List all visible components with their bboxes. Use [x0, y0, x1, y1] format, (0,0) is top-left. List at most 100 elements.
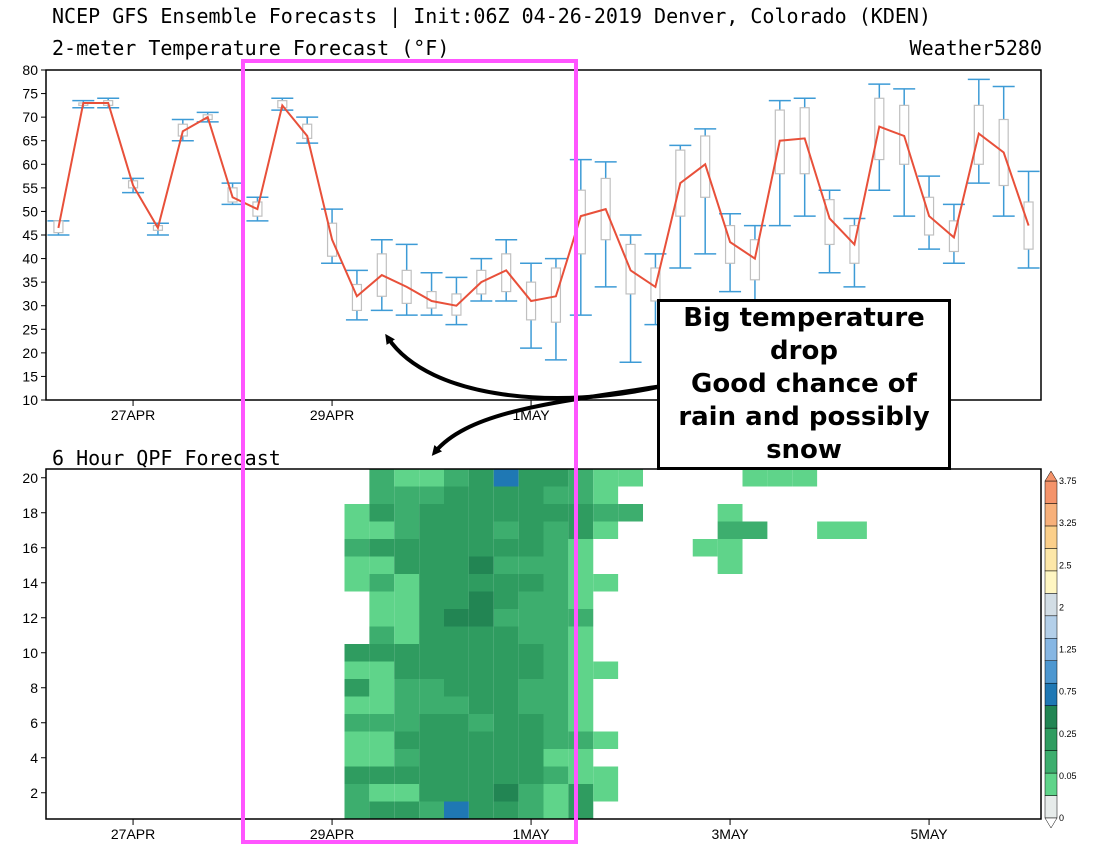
- qpf-cell: [493, 469, 519, 487]
- qpf-cell: [618, 469, 644, 487]
- qpf-cell: [468, 626, 494, 644]
- qpf-cell: [518, 556, 544, 574]
- qpf-cell: [593, 504, 619, 522]
- qpf-cell: [518, 521, 544, 539]
- qpf-cell: [518, 486, 544, 504]
- qpf-cell: [468, 749, 494, 767]
- qpf-cell: [444, 574, 469, 592]
- qpf-cell: [394, 679, 420, 697]
- qpf-cell: [419, 801, 445, 819]
- qpf-cell: [493, 766, 519, 784]
- qpf-cell: [493, 609, 519, 627]
- qpf-cell: [444, 469, 469, 487]
- qpf-cell: [518, 766, 544, 784]
- colorbar-bottom-arrow: [1044, 817, 1058, 829]
- qpf-cell: [369, 766, 395, 784]
- qpf-cell: [344, 784, 370, 802]
- box-plot-step: [569, 158, 592, 316]
- colorbar-top-arrow: [1044, 470, 1058, 482]
- qpf-cell: [593, 661, 619, 679]
- qpf-cell: [593, 521, 619, 539]
- colorbar-segment: [1044, 570, 1058, 594]
- median-line: [57, 102, 1030, 307]
- annotation-line-3: Good chance of: [691, 369, 917, 399]
- qpf-cell: [493, 749, 519, 767]
- qpf-cell: [444, 661, 469, 679]
- qpf-cell: [444, 766, 469, 784]
- qpf-cell: [518, 714, 544, 732]
- qpf-cell: [593, 766, 619, 784]
- qpf-cell: [493, 644, 519, 662]
- qpf-cell: [518, 469, 544, 487]
- qpf-cell: [369, 539, 395, 557]
- qpf-cell: [543, 626, 569, 644]
- qpf-cell: [468, 784, 494, 802]
- qpf-cell: [444, 714, 469, 732]
- qpf-cell: [419, 609, 445, 627]
- qpf-cell: [493, 574, 519, 592]
- qpf-cell: [394, 609, 420, 627]
- qpf-cell: [468, 591, 494, 609]
- qpf-cell: [444, 539, 469, 557]
- colorbar-segment: [1044, 480, 1058, 504]
- qpf-x-tick-label: 29APR: [310, 826, 354, 842]
- qpf-cell: [419, 679, 445, 697]
- qpf-cell: [344, 661, 370, 679]
- qpf-cell: [419, 731, 445, 749]
- qpf-cell: [543, 696, 569, 714]
- qpf-cell: [493, 731, 519, 749]
- qpf-cell: [593, 574, 619, 592]
- qpf-cell: [692, 539, 718, 557]
- y-tick-label: 25: [22, 321, 38, 337]
- qpf-cell: [394, 486, 420, 504]
- qpf-cell: [493, 679, 519, 697]
- annotation-callout: Big temperature drop Good chance of rain…: [657, 299, 951, 470]
- qpf-cell: [767, 469, 793, 487]
- qpf-cell: [468, 521, 494, 539]
- qpf-cell: [468, 469, 494, 487]
- qpf-cell: [468, 731, 494, 749]
- qpf-cell: [369, 661, 395, 679]
- qpf-cell: [419, 661, 445, 679]
- qpf-cell: [419, 591, 445, 609]
- qpf-cell: [593, 469, 619, 487]
- callout-arrows: [385, 333, 663, 456]
- qpf-cell: [369, 556, 395, 574]
- qpf-cell: [493, 521, 519, 539]
- y-tick-label: 55: [22, 180, 38, 196]
- qpf-cell: [468, 539, 494, 557]
- qpf-cell: [444, 521, 469, 539]
- colorbar-segment: [1044, 548, 1058, 572]
- box-plot-step: [495, 238, 518, 302]
- qpf-cell: [344, 766, 370, 784]
- qpf-cell: [518, 539, 544, 557]
- qpf-y-tick-label: 20: [22, 470, 38, 486]
- qpf-x-tick-label: 27APR: [111, 826, 155, 842]
- qpf-cell: [468, 801, 494, 819]
- qpf-cell: [543, 644, 569, 662]
- qpf-cell: [444, 801, 469, 819]
- colorbar-segment: [1044, 772, 1058, 796]
- qpf-cell: [493, 539, 519, 557]
- qpf-cell: [493, 661, 519, 679]
- qpf-chart: 2 4 6 8 10 12 14 16 18 20 27APR 29APR 1MAY 3MAY 5MAY: [22, 468, 1042, 842]
- y-tick-label: 15: [22, 368, 38, 384]
- y-tick-label: 65: [22, 133, 38, 149]
- qpf-y-tick-label: 2: [30, 785, 38, 801]
- chart-title: NCEP GFS Ensemble Forecasts | Init:06Z 0…: [52, 4, 931, 28]
- qpf-cell: [419, 469, 445, 487]
- qpf-cell: [444, 644, 469, 662]
- qpf-cell: [344, 801, 370, 819]
- box-plot-step: [420, 271, 443, 316]
- qpf-cell: [444, 556, 469, 574]
- qpf-cell: [518, 661, 544, 679]
- qpf-cell: [419, 504, 445, 522]
- qpf-cell: [344, 556, 370, 574]
- qpf-cell: [394, 469, 420, 487]
- colorbar-label: 0.25: [1059, 729, 1077, 739]
- qpf-cell: [444, 784, 469, 802]
- qpf-cell: [543, 784, 569, 802]
- qpf-y-tick-label: 12: [22, 610, 38, 626]
- qpf-y-tick-label: 10: [22, 645, 38, 661]
